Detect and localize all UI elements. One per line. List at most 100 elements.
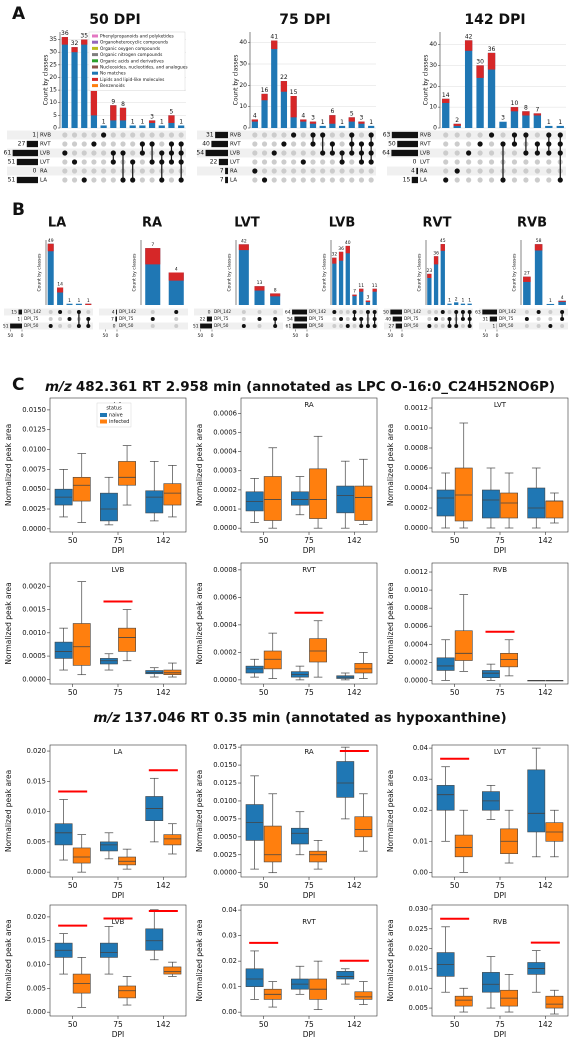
matrix-dot-empty	[91, 132, 97, 138]
set-name: DPI_75	[214, 316, 229, 321]
matrix-dot	[467, 317, 472, 321]
box	[54, 641, 73, 659]
box	[72, 476, 91, 502]
value-label: 14	[57, 282, 63, 288]
set-name: RVB	[40, 133, 51, 139]
matrix-dot-empty	[358, 132, 365, 138]
matrix-dot	[130, 159, 136, 165]
set-name: DPI_50	[309, 323, 324, 328]
matrix-dot-empty	[454, 177, 460, 183]
legend-title: status	[106, 406, 122, 412]
matrix-dot-empty	[534, 132, 540, 138]
set-tick-label: 0	[496, 333, 499, 339]
matrix-dot-empty	[443, 150, 449, 156]
bar	[546, 303, 555, 305]
value-label: 5	[170, 108, 174, 115]
set-size-bar	[16, 158, 38, 166]
matrix-dot-empty	[168, 132, 175, 138]
box	[118, 627, 136, 652]
set-size-bar	[294, 316, 307, 322]
x-axis-label: DPI	[303, 1030, 316, 1039]
y-tick-label: 0.0000	[213, 524, 237, 532]
bar-segment	[476, 65, 484, 78]
matrix-dot-empty	[511, 177, 518, 183]
bar	[129, 125, 136, 128]
set-size-label: 63	[383, 132, 391, 139]
y-tick-label: 0.0004	[213, 621, 237, 629]
matrix-dot	[548, 324, 553, 328]
set-size-bar	[225, 167, 228, 175]
matrix-dot-empty	[488, 159, 495, 165]
value-label: 13	[257, 280, 263, 286]
set-name: LVB	[40, 151, 50, 157]
bar-segment	[359, 288, 364, 292]
matrix-dot-empty	[345, 317, 350, 321]
matrix-dot	[81, 177, 87, 183]
matrix-dot-empty	[81, 159, 87, 165]
matrix-dot-empty	[271, 141, 277, 147]
row-band	[479, 322, 568, 330]
value-label: 32	[331, 252, 337, 258]
matrix-dot	[454, 168, 460, 174]
set-size-label: 61	[4, 150, 12, 157]
value-label: 8	[524, 104, 528, 111]
matrix-dot-empty	[310, 150, 316, 156]
box	[309, 638, 327, 663]
matrix-dot-empty	[534, 168, 540, 174]
plot-frame	[240, 397, 378, 533]
set-tick-label: 50	[292, 333, 298, 339]
matrix-dot-empty	[110, 132, 116, 138]
x-tick-label: 75	[495, 1020, 505, 1029]
panel-label: A	[12, 4, 26, 24]
matrix-dot	[524, 317, 529, 321]
matrix-dot-empty	[291, 177, 297, 183]
y-axis-label: Count by classes	[233, 55, 240, 106]
box	[309, 468, 327, 519]
chart-title: RVB	[493, 566, 507, 574]
section-title: m/z 137.046 RT 0.35 min (annotated as hyp…	[93, 710, 506, 726]
matrix-dot	[466, 150, 472, 156]
bar-segment	[332, 257, 337, 264]
plot-frame	[431, 904, 569, 1017]
matrix-dot-empty	[71, 132, 78, 138]
x-tick-label: 142	[538, 1020, 553, 1029]
matrix-dot-empty	[427, 310, 432, 314]
matrix-dot-empty	[523, 168, 529, 174]
y-tick-label: 35	[49, 36, 57, 43]
box	[245, 968, 264, 987]
box	[454, 995, 473, 1007]
set-size-bar	[390, 309, 402, 315]
matrix-dot	[427, 324, 432, 328]
y-tick-label: 0.0005	[213, 428, 237, 436]
box	[336, 485, 355, 514]
matrix-dot-empty	[101, 141, 107, 147]
chart-title: LVB	[112, 918, 125, 926]
y-tick-label: 0.0004	[404, 640, 428, 648]
plot-frame	[49, 904, 187, 1017]
set-size-label: 51	[8, 159, 16, 166]
value-label: 36	[61, 30, 69, 37]
x-tick-label: 50	[259, 1020, 269, 1029]
matrix-dot	[76, 310, 81, 314]
legend-swatch	[100, 413, 107, 417]
value-label: 1	[549, 298, 552, 304]
set-name: DPI_50	[119, 323, 134, 328]
matrix-dot	[273, 317, 278, 321]
box	[145, 490, 164, 514]
y-axis-label: Normalized peak area	[386, 919, 395, 1001]
y-tick-label: 0.0075	[213, 815, 237, 823]
bar	[523, 276, 531, 305]
set-size-label: 40	[202, 141, 210, 148]
value-label: 4	[253, 112, 257, 119]
x-axis-label: DPI	[494, 891, 507, 900]
bar	[139, 125, 146, 128]
row-band	[4, 308, 93, 316]
y-tick-label: 0.0002	[404, 504, 428, 512]
x-tick-label: 142	[156, 1020, 171, 1029]
set-size-bar	[482, 309, 497, 315]
y-tick-label: 0.0005	[22, 652, 46, 660]
set-size-bar	[411, 176, 418, 184]
matrix-dot	[523, 132, 529, 138]
set-size-label: 1	[32, 132, 36, 139]
y-axis-label: Normalized peak area	[386, 770, 395, 852]
